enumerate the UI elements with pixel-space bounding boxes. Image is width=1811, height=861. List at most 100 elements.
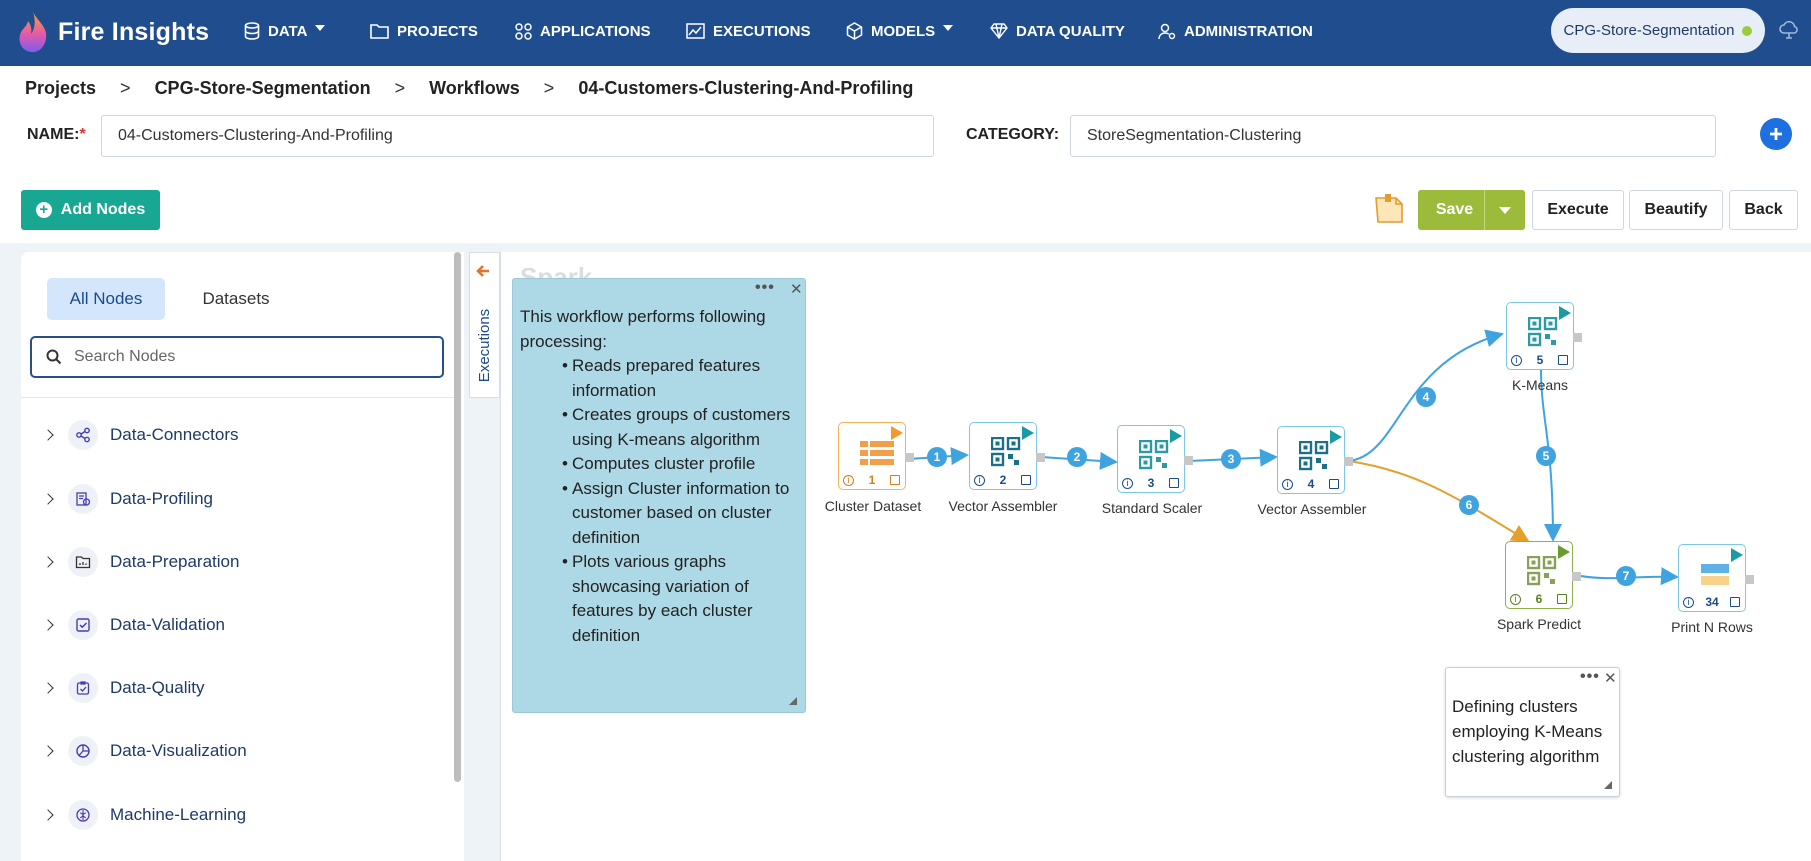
execute-button[interactable]: Execute <box>1532 190 1624 230</box>
breadcrumb-workflows[interactable]: Workflows <box>429 77 520 98</box>
info-icon[interactable]: i <box>1683 597 1694 608</box>
tab-all-nodes[interactable]: All Nodes <box>47 278 165 320</box>
copy-icon[interactable] <box>1557 594 1567 604</box>
beautify-button[interactable]: Beautify <box>1629 190 1723 230</box>
add-nodes-button[interactable]: + Add Nodes <box>21 190 160 230</box>
output-port[interactable] <box>1344 457 1353 466</box>
info-icon[interactable]: i <box>1282 479 1293 490</box>
node-id: 2 <box>999 473 1007 487</box>
edge-badge[interactable]: 2 <box>1067 447 1087 467</box>
node-cluster-dataset[interactable]: i 1 <box>838 422 914 490</box>
nav-projects-label: PROJECTS <box>397 22 478 40</box>
output-port[interactable] <box>1745 575 1754 584</box>
edge-badge[interactable]: 4 <box>1416 387 1436 407</box>
node-vector-assembler-2[interactable]: i 4 <box>1277 426 1353 494</box>
info-icon[interactable]: i <box>843 475 854 486</box>
info-icon[interactable]: i <box>1122 478 1133 489</box>
play-icon[interactable] <box>1170 429 1182 443</box>
play-icon[interactable] <box>891 426 903 440</box>
breadcrumb-projects[interactable]: Projects <box>25 77 97 98</box>
executions-panel-toggle[interactable] <box>469 252 500 398</box>
resize-handle[interactable] <box>1604 781 1612 789</box>
copy-icon[interactable] <box>1169 478 1179 488</box>
node-label: Vector Assembler <box>948 498 1058 514</box>
required-mark: * <box>79 126 86 143</box>
edge-6[interactable] <box>1348 460 1530 543</box>
copy-icon[interactable] <box>1730 597 1740 607</box>
edge-badge[interactable]: 5 <box>1536 446 1556 466</box>
nav-administration[interactable]: ADMINISTRATION <box>1158 0 1313 62</box>
category-data-validation[interactable]: Data-Validation <box>42 610 225 640</box>
play-icon[interactable] <box>1731 548 1743 562</box>
name-field[interactable]: 04-Customers-Clustering-And-Profiling <box>101 115 934 157</box>
copy-icon[interactable] <box>1021 475 1031 485</box>
copy-icon[interactable] <box>1558 355 1568 365</box>
category-data-visualization[interactable]: Data-Visualization <box>42 736 247 766</box>
copy-icon[interactable] <box>1329 479 1339 489</box>
tab-datasets[interactable]: Datasets <box>202 289 270 308</box>
sticky-note-description[interactable]: ••• ✕ This workflow performs following p… <box>512 278 806 713</box>
edge-badge[interactable]: 1 <box>927 447 947 467</box>
node-vector-assembler[interactable]: i 2 <box>969 422 1045 490</box>
sticky-note-kmeans[interactable]: ••• ✕ Defining clusters employing K-Mean… <box>1445 667 1620 797</box>
category-machine-learning[interactable]: Machine-Learning <box>42 800 246 830</box>
category-data-connectors[interactable]: Data-Connectors <box>42 420 239 450</box>
node-print-n-rows[interactable]: i 34 <box>1678 544 1754 612</box>
nav-models-label: MODELS <box>871 22 936 40</box>
breadcrumb-project[interactable]: CPG-Store-Segmentation <box>154 77 371 98</box>
back-button[interactable]: Back <box>1729 190 1798 230</box>
play-icon[interactable] <box>1022 426 1034 440</box>
nav-applications[interactable]: APPLICATIONS <box>515 0 651 62</box>
nav-data-quality[interactable]: DATA QUALITY <box>990 0 1125 62</box>
save-dropdown-button[interactable] <box>1484 190 1525 230</box>
category-field[interactable]: StoreSegmentation-Clustering <box>1070 115 1716 157</box>
sidebar-scrollbar[interactable] <box>454 252 461 782</box>
edge-badge[interactable]: 7 <box>1616 566 1636 586</box>
sticky-note-icon[interactable] <box>1372 192 1406 226</box>
output-port[interactable] <box>1184 456 1193 465</box>
close-icon[interactable]: ✕ <box>790 281 803 298</box>
info-icon[interactable]: i <box>1511 355 1522 366</box>
check-square-icon <box>68 610 98 640</box>
edge-badge[interactable]: 3 <box>1221 449 1241 469</box>
nav-models[interactable]: MODELS <box>846 0 954 62</box>
output-port[interactable] <box>1573 333 1582 342</box>
play-icon[interactable] <box>1559 306 1571 320</box>
category-data-profiling[interactable]: Data-Profiling <box>42 484 213 514</box>
output-port[interactable] <box>905 453 914 462</box>
play-icon[interactable] <box>1558 545 1570 559</box>
add-button[interactable] <box>1760 118 1792 150</box>
category-label: Data-Visualization <box>110 741 247 760</box>
info-icon[interactable]: i <box>974 475 985 486</box>
edge-5[interactable] <box>1540 368 1562 542</box>
edge-4[interactable] <box>1348 329 1504 462</box>
output-port[interactable] <box>1036 453 1045 462</box>
edge-badge[interactable]: 6 <box>1459 495 1479 515</box>
cloud-icon[interactable] <box>1778 20 1800 40</box>
search-nodes-input[interactable]: Search Nodes <box>30 336 444 378</box>
nav-data[interactable]: DATA <box>244 0 326 62</box>
play-icon[interactable] <box>1330 430 1342 444</box>
arrow-left-icon[interactable] <box>475 262 491 285</box>
more-options-icon[interactable]: ••• <box>755 279 775 296</box>
resize-handle[interactable] <box>789 697 797 705</box>
search-placeholder: Search Nodes <box>74 348 176 365</box>
node-id: 34 <box>1705 595 1719 609</box>
nav-applications-label: APPLICATIONS <box>540 22 651 40</box>
close-icon[interactable]: ✕ <box>1604 670 1617 687</box>
node-spark-predict[interactable]: i 6 <box>1505 541 1581 609</box>
copy-icon[interactable] <box>890 475 900 485</box>
info-icon[interactable]: i <box>1510 594 1521 605</box>
node-label: Vector Assembler <box>1257 501 1367 517</box>
category-data-preparation[interactable]: Data-Preparation <box>42 547 239 577</box>
more-options-icon[interactable]: ••• <box>1580 668 1600 685</box>
brand[interactable]: Fire Insights <box>16 10 209 54</box>
profile-doc-icon <box>68 484 98 514</box>
output-port[interactable] <box>1572 572 1581 581</box>
node-k-means[interactable]: i 5 <box>1506 302 1582 370</box>
project-selector[interactable]: CPG-Store-Segmentation <box>1551 8 1765 53</box>
nav-projects[interactable]: PROJECTS <box>370 0 478 62</box>
node-standard-scaler[interactable]: i 3 <box>1117 425 1193 493</box>
nav-executions[interactable]: EXECUTIONS <box>686 0 811 62</box>
category-data-quality[interactable]: Data-Quality <box>42 673 204 703</box>
